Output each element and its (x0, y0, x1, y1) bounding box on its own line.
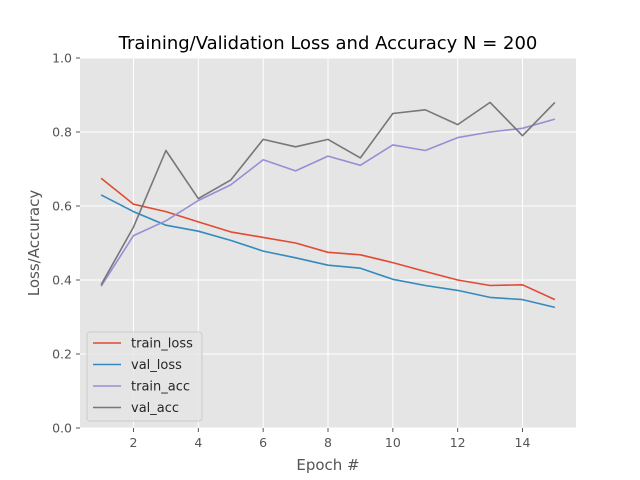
series-line-val-acc (100, 101, 556, 286)
x-tick-label: 6 (259, 435, 267, 450)
legend-box (86, 331, 203, 422)
y-tick-label: 0.2 (52, 347, 72, 362)
y-tick-label: 0.6 (52, 199, 72, 214)
x-axis-label: Epoch # (296, 456, 359, 474)
legend-label-val-loss: val_loss (131, 358, 182, 373)
x-tick-label: 14 (515, 435, 531, 450)
legend-label-train-loss: train_loss (131, 337, 193, 352)
legend: train_loss val_loss train_acc val_acc (86, 331, 203, 422)
series-line-val-loss (100, 194, 556, 309)
y-tick-label: 1.0 (52, 51, 72, 66)
legend-label-train-acc: train_acc (131, 380, 190, 395)
y-tick-label: 0.4 (52, 273, 72, 288)
legend-label-val-acc: val_acc (131, 401, 179, 416)
x-tick-label: 4 (194, 435, 202, 450)
x-tick-label: 2 (130, 435, 138, 450)
x-tick-label: 10 (385, 435, 401, 450)
y-tick-label: 0.8 (52, 125, 72, 140)
series-line-train-loss (100, 177, 556, 301)
y-axis-label: Loss/Accuracy (25, 190, 43, 297)
y-axis-ticks: 0.0 0.2 0.4 0.6 0.8 1.0 (52, 51, 80, 436)
chart-title: Training/Validation Loss and Accuracy N … (118, 33, 538, 54)
x-tick-label: 12 (450, 435, 466, 450)
series-line-train-acc (100, 118, 556, 287)
series-lines (100, 101, 556, 309)
y-tick-label: 0.0 (52, 421, 72, 436)
x-axis-ticks: 2 4 6 8 10 12 14 (130, 428, 531, 450)
x-tick-label: 8 (324, 435, 332, 450)
